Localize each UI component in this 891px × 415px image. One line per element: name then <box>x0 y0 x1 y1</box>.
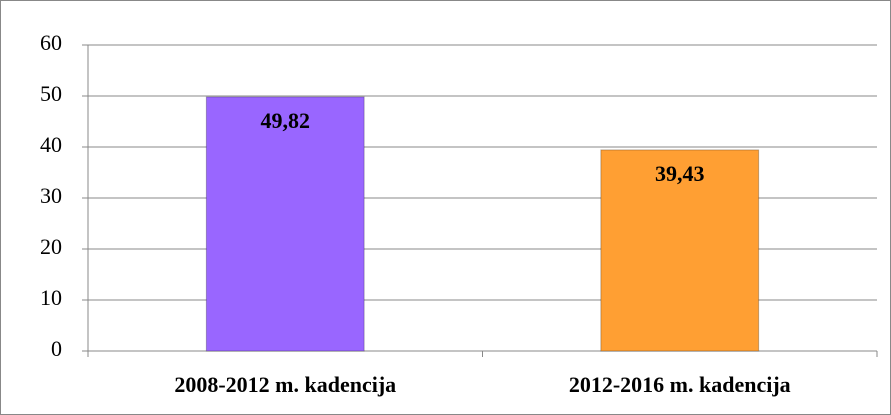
value-label: 39,43 <box>655 161 705 186</box>
value-label: 49,82 <box>261 108 311 133</box>
bar <box>205 96 365 352</box>
y-tick-label: 40 <box>40 132 62 157</box>
x-tick-label: 2012-2016 m. kadencija <box>569 372 791 397</box>
bar <box>600 149 760 352</box>
x-tick-label: 2008-2012 m. kadencija <box>174 372 396 397</box>
y-tick-label: 0 <box>51 336 62 361</box>
y-tick-label: 20 <box>40 234 62 259</box>
y-tick-label: 10 <box>40 285 62 310</box>
y-tick-label: 30 <box>40 183 62 208</box>
y-tick-label: 50 <box>40 81 62 106</box>
y-tick-label: 60 <box>40 30 62 55</box>
